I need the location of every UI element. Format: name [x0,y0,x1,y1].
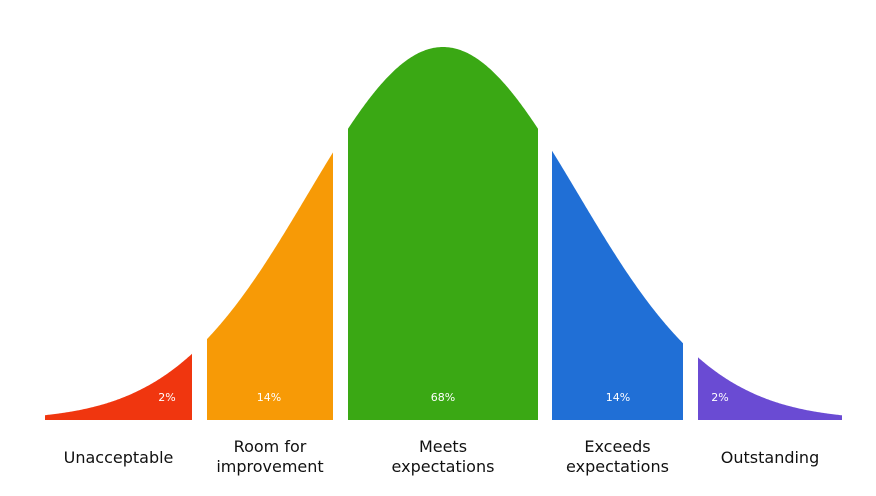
segment [45,353,192,420]
category-label: Unacceptable [64,448,174,467]
segment [207,152,333,420]
category-label: Meets [419,437,467,456]
category-label: Room for [234,437,307,456]
value-label: 2% [158,391,175,404]
value-label: 2% [711,391,728,404]
category-label: improvement [216,457,323,476]
segment [552,150,683,421]
category-label: Outstanding [721,448,819,467]
value-label: 14% [606,391,630,404]
segment [698,357,842,420]
category-label: Exceeds [584,437,650,456]
value-label: 68% [431,391,455,404]
segment [348,47,538,420]
category-label: expectations [566,457,669,476]
category-label: expectations [392,457,495,476]
value-label: 14% [257,391,281,404]
